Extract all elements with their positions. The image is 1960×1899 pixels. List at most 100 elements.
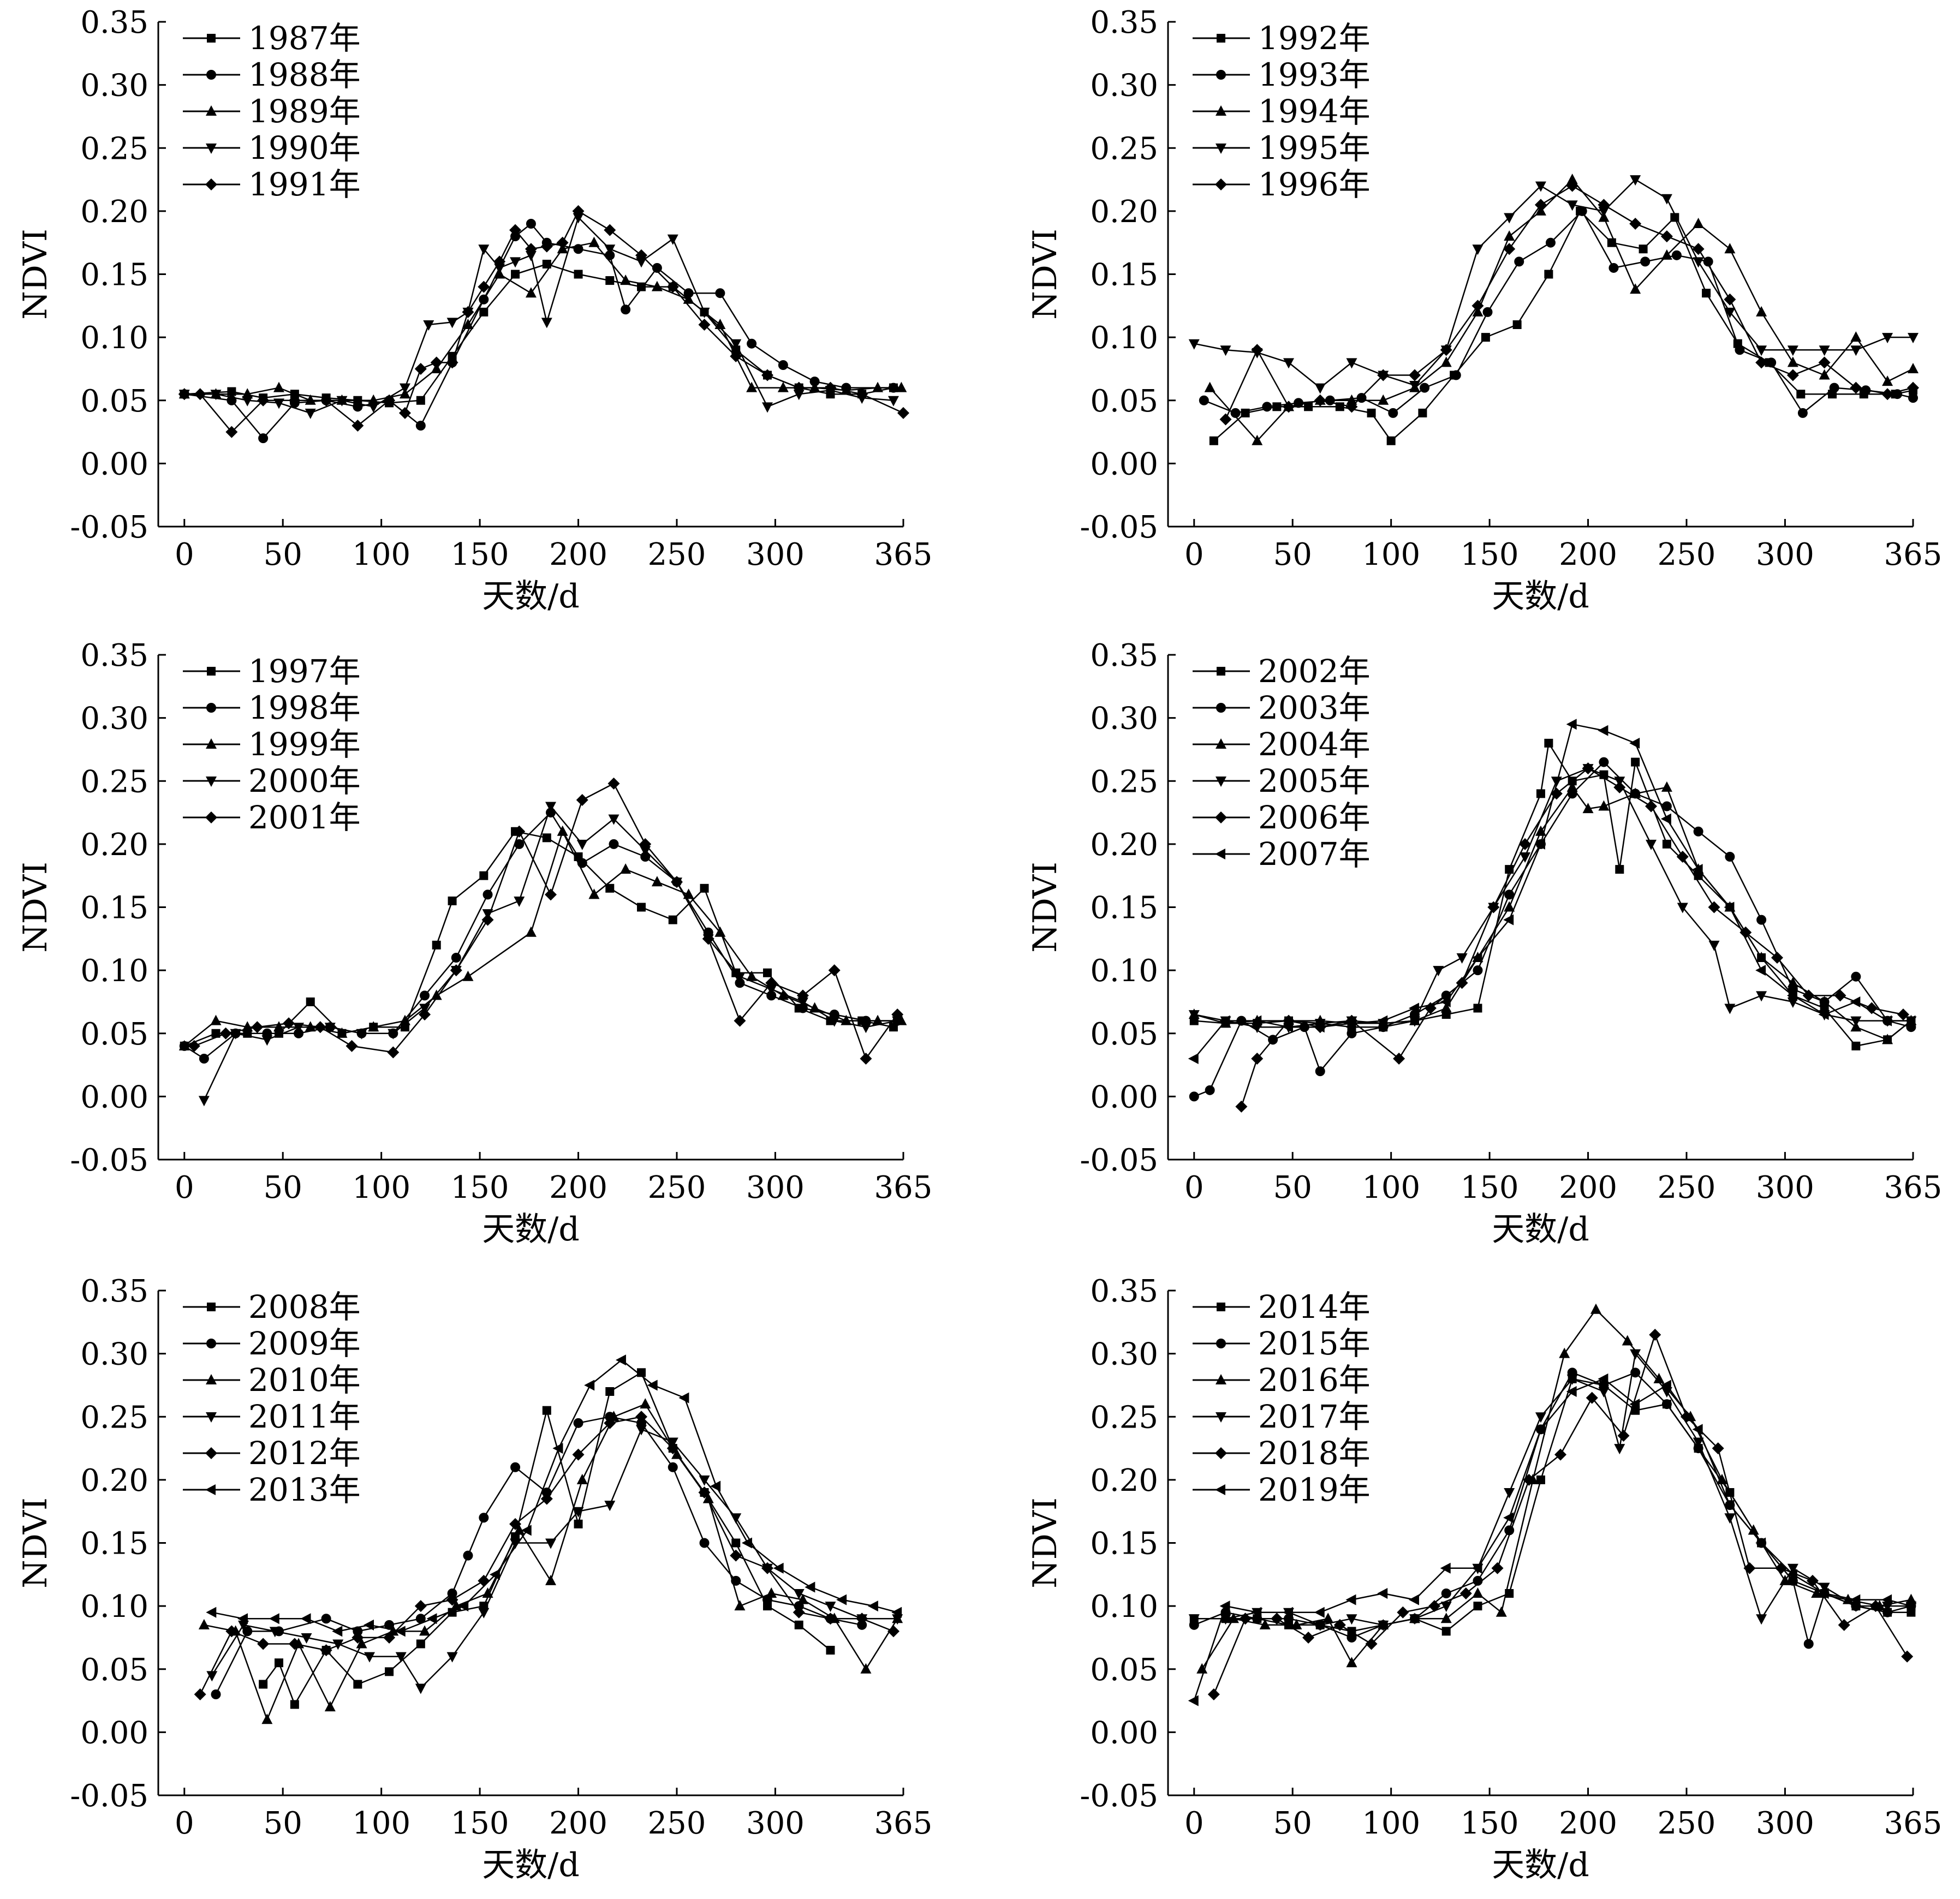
data-point <box>525 250 537 261</box>
y-tick-label: 0.35 <box>80 638 148 673</box>
data-point <box>305 408 316 419</box>
x-tick-label: 300 <box>1756 537 1814 572</box>
x-axis-title: 天数/d <box>1492 1210 1589 1249</box>
series-line <box>1204 210 1914 414</box>
data-point <box>867 1601 878 1612</box>
x-tick-label: 200 <box>1559 1170 1617 1205</box>
series-line <box>1194 742 1912 1047</box>
legend-marker <box>1216 70 1226 80</box>
data-point <box>1630 175 1641 186</box>
legend-label: 1996年 <box>1258 166 1371 203</box>
data-point <box>1420 383 1430 393</box>
data-point <box>809 381 820 392</box>
legend-marker <box>206 70 216 80</box>
y-tick-label: 0.25 <box>1090 1400 1158 1435</box>
data-point <box>178 388 190 401</box>
y-tick-label: 0.05 <box>80 384 148 419</box>
legend-marker <box>207 1303 216 1311</box>
legend-label: 2009年 <box>248 1325 361 1362</box>
data-point <box>1901 1650 1914 1663</box>
data-point <box>1566 180 1578 192</box>
data-point <box>542 260 551 268</box>
data-point <box>731 1538 741 1548</box>
data-point <box>1314 394 1326 407</box>
x-tick-label: 365 <box>874 1806 933 1841</box>
data-point <box>1622 1335 1633 1346</box>
data-point <box>605 1387 615 1396</box>
y-tick-label: 0.35 <box>1090 1274 1158 1309</box>
data-point <box>836 1594 847 1605</box>
data-point <box>395 1652 407 1663</box>
data-point <box>1630 283 1641 294</box>
x-tick-label: 100 <box>1362 537 1420 572</box>
data-point <box>1271 1613 1283 1625</box>
data-point <box>1536 789 1545 798</box>
y-tick-label: 0.15 <box>1090 258 1158 293</box>
data-point <box>300 1613 311 1625</box>
data-point <box>1724 243 1736 254</box>
data-point <box>1629 218 1642 230</box>
y-tick-label: 0.00 <box>1090 1715 1158 1751</box>
data-point <box>1743 1562 1756 1574</box>
data-point <box>872 381 884 392</box>
data-point <box>1544 270 1553 279</box>
x-tick-label: 150 <box>451 1806 509 1841</box>
data-point <box>1523 1473 1535 1486</box>
data-point <box>211 1029 221 1038</box>
data-point <box>1534 838 1545 850</box>
data-point <box>288 394 301 407</box>
data-point <box>188 1040 200 1052</box>
y-tick-label: 0.00 <box>1090 1079 1158 1115</box>
data-point <box>1230 408 1241 418</box>
data-point <box>1345 401 1358 413</box>
x-tick-label: 200 <box>1559 1806 1617 1841</box>
series-1988年 <box>179 219 898 444</box>
data-point <box>283 1017 295 1030</box>
data-point <box>1787 1563 1798 1574</box>
data-point <box>1504 901 1515 912</box>
data-point <box>1850 381 1862 394</box>
y-tick-label: 0.15 <box>1090 891 1158 926</box>
data-point <box>715 288 725 298</box>
data-point <box>1882 1607 1893 1617</box>
y-axis-title: NDVI <box>16 229 55 320</box>
legend-marker <box>206 738 217 749</box>
legend-label: 2001年 <box>248 799 361 836</box>
data-point <box>1333 1619 1346 1631</box>
data-point <box>1520 852 1531 863</box>
data-point <box>514 839 525 849</box>
x-tick-label: 50 <box>1273 1806 1312 1841</box>
data-point <box>288 1638 301 1650</box>
data-point <box>1703 256 1713 267</box>
data-point <box>891 1607 902 1618</box>
data-point <box>1851 971 1861 982</box>
data-point <box>332 1626 343 1637</box>
data-point <box>1220 345 1231 356</box>
data-point <box>458 1601 469 1612</box>
data-point <box>1693 218 1704 228</box>
data-point <box>450 964 462 977</box>
data-point <box>1205 1085 1215 1095</box>
data-point <box>1472 300 1484 312</box>
data-point <box>1598 1373 1608 1384</box>
series-1999年 <box>178 825 907 1050</box>
data-point <box>1503 243 1516 255</box>
data-point <box>545 1538 557 1549</box>
data-point <box>1409 1016 1420 1027</box>
data-point <box>604 244 616 255</box>
data-point <box>451 953 461 963</box>
data-point <box>336 1027 348 1038</box>
data-point <box>1188 1010 1200 1021</box>
data-point <box>793 1589 805 1599</box>
data-point <box>683 888 694 899</box>
data-point <box>1617 1429 1630 1442</box>
data-point <box>777 381 789 392</box>
data-point <box>1582 803 1594 814</box>
data-point <box>793 390 805 401</box>
legend-marker <box>206 144 217 154</box>
legend-label: 1997年 <box>248 653 361 690</box>
